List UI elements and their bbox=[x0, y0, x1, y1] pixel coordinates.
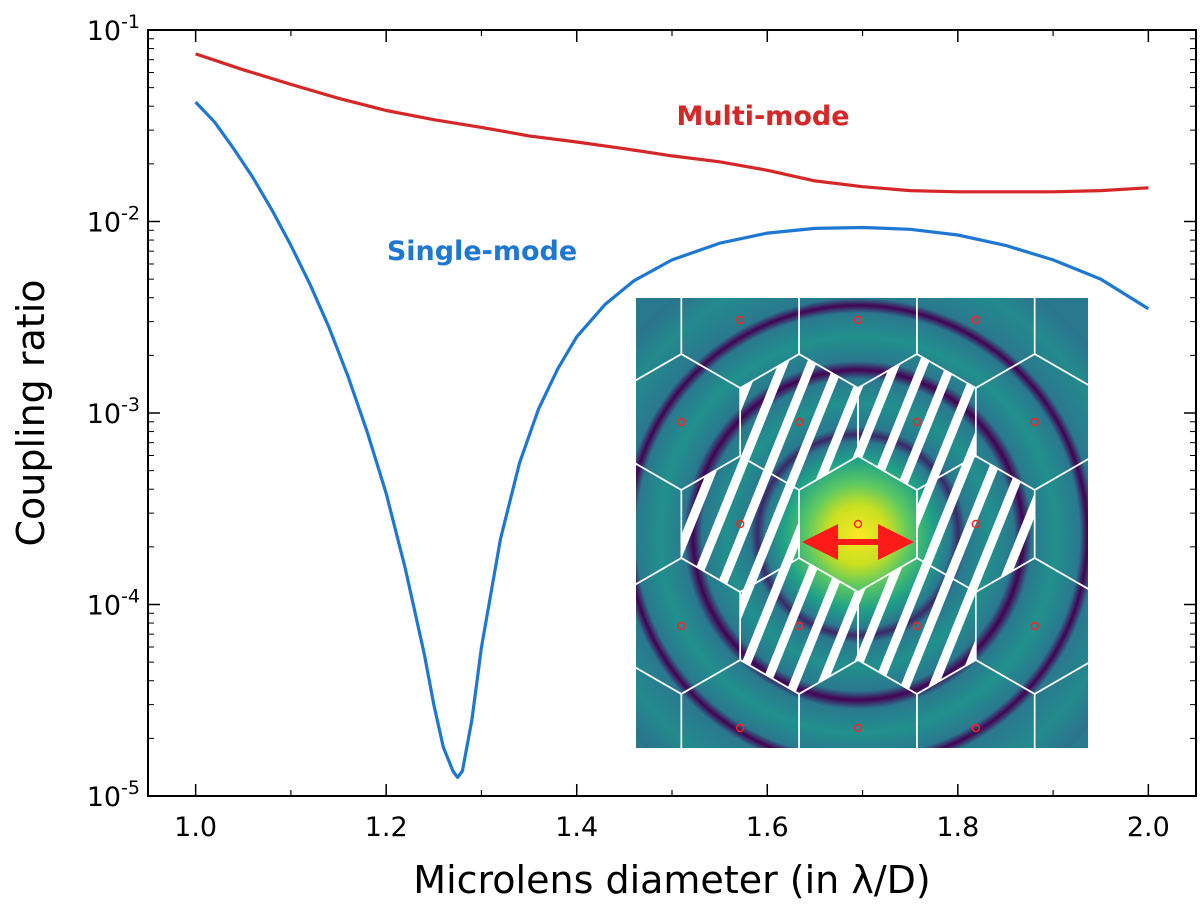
lenslet-center-marker bbox=[912, 621, 922, 631]
airy-inset-image bbox=[636, 298, 1088, 834]
y-tick-label: 10-3 bbox=[87, 394, 140, 430]
multi-mode-label: Multi-mode bbox=[676, 101, 849, 132]
lenslet-center-marker bbox=[971, 315, 980, 325]
lenslet-center-marker bbox=[1030, 621, 1039, 631]
lenslet-center-marker bbox=[794, 621, 804, 631]
lenslet-center-marker bbox=[853, 723, 863, 733]
lenslet-centers bbox=[677, 315, 1039, 834]
y-axis-ticks: 10-5 10-4 10-3 10-2 10-1 bbox=[87, 11, 1196, 813]
hatched-ring-lenslets bbox=[681, 354, 1035, 694]
lenslet-center-marker bbox=[678, 827, 685, 834]
lenslet-center-marker bbox=[971, 519, 980, 529]
single-mode-label: Single-mode bbox=[387, 236, 577, 267]
lenslet-center-marker bbox=[794, 417, 804, 427]
hatched-lenslet bbox=[858, 354, 976, 490]
lenslet-center-marker bbox=[971, 723, 980, 733]
hatched-lenslet bbox=[858, 558, 976, 694]
lenslet-center-marker bbox=[736, 519, 745, 529]
y-tick-label: 10-1 bbox=[87, 11, 140, 47]
hatched-lenslet bbox=[740, 558, 858, 694]
lenslet-hexagon bbox=[1033, 458, 1088, 590]
x-axis-ticks: 1.0 1.2 1.4 1.6 1.8 2.0 bbox=[174, 30, 1170, 843]
lenslet-center-marker bbox=[796, 827, 803, 834]
hatched-lenslet bbox=[916, 456, 1035, 592]
lenslet-center-marker bbox=[1031, 827, 1038, 834]
lenslet-center-marker bbox=[912, 417, 922, 427]
lenslet-center-marker bbox=[677, 417, 686, 427]
lenslet-hexagon bbox=[1033, 662, 1088, 748]
airy-disk bbox=[636, 298, 1088, 748]
hatched-lenslet bbox=[681, 456, 800, 592]
x-tick-label: 1.8 bbox=[936, 812, 979, 843]
hex-lenslet-grid bbox=[636, 298, 1088, 748]
lenslet-center-marker bbox=[736, 315, 745, 325]
hatched-lenslet bbox=[740, 354, 858, 490]
y-tick-label: 10-5 bbox=[87, 777, 140, 813]
series-line-multi-mode bbox=[195, 52, 1149, 194]
x-axis-title: Microlens diameter (in λ/D) bbox=[413, 858, 930, 902]
lenslet-center-marker bbox=[1030, 417, 1039, 427]
x-tick-label: 2.0 bbox=[1127, 812, 1170, 843]
y-axis-title: Coupling ratio bbox=[9, 279, 53, 546]
y-tick-label: 10-2 bbox=[87, 203, 140, 239]
series-lines bbox=[194, 52, 1150, 779]
series-line-single-mode bbox=[194, 100, 1150, 779]
lenslet-center-marker bbox=[677, 621, 686, 631]
lenslet-center-marker bbox=[736, 723, 745, 733]
x-tick-label: 1.0 bbox=[174, 812, 217, 843]
x-tick-label: 1.4 bbox=[555, 812, 598, 843]
x-tick-label: 1.6 bbox=[746, 812, 789, 843]
lenslet-center-marker bbox=[853, 315, 863, 325]
x-tick-label: 1.2 bbox=[365, 812, 408, 843]
lenslet-center-marker bbox=[913, 827, 920, 834]
y-tick-label: 10-4 bbox=[87, 586, 140, 622]
